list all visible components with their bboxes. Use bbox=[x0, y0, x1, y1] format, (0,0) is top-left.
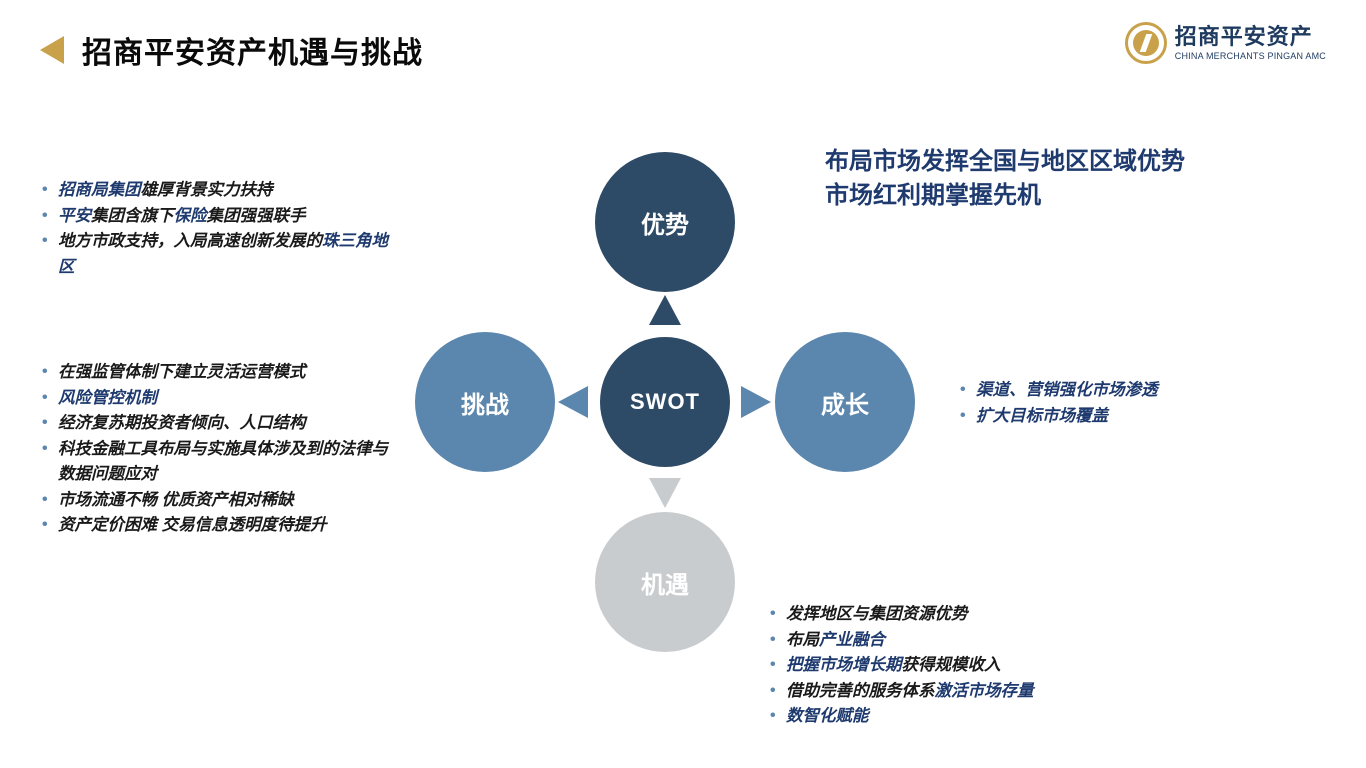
slide-title: 招商平安资产机遇与挑战 bbox=[82, 28, 423, 72]
bullet-item: 经济复苏期投资者倾向、人口结构 bbox=[40, 411, 400, 437]
bullets-challenges: 在强监管体制下建立灵活运营模式风险管控机制经济复苏期投资者倾向、人口结构科技金融… bbox=[40, 360, 400, 539]
swot-node-right: 成长 bbox=[775, 332, 915, 472]
bullet-item: 在强监管体制下建立灵活运营模式 bbox=[40, 360, 400, 386]
arrow-up-icon bbox=[649, 295, 681, 325]
bullet-item: 发挥地区与集团资源优势 bbox=[768, 602, 1034, 628]
bullet-item: 科技金融工具布局与实施具体涉及到的法律与数据问题应对 bbox=[40, 437, 400, 488]
logo-text-en: CHINA MERCHANTS PINGAN AMC bbox=[1175, 51, 1326, 61]
bullet-item: 资产定价困难 交易信息透明度待提升 bbox=[40, 513, 400, 539]
bullet-item: 把握市场增长期获得规模收入 bbox=[768, 653, 1034, 679]
arrow-left-icon bbox=[558, 386, 588, 418]
bullet-item: 市场流通不畅 优质资产相对稀缺 bbox=[40, 488, 400, 514]
slide-header: 招商平安资产机遇与挑战 bbox=[40, 28, 423, 72]
bullet-item: 招商局集团雄厚背景实力扶持 bbox=[40, 178, 400, 204]
swot-node-center: SWOT bbox=[600, 337, 730, 467]
bullet-item: 借助完善的服务体系激活市场存量 bbox=[768, 679, 1034, 705]
bullet-item: 扩大目标市场覆盖 bbox=[958, 404, 1158, 430]
swot-diagram: 优势 成长 机遇 挑战 SWOT bbox=[395, 132, 935, 672]
arrow-down-icon bbox=[649, 478, 681, 508]
logo-mark-icon bbox=[1125, 22, 1167, 64]
bullets-opportunities: 发挥地区与集团资源优势布局产业融合把握市场增长期获得规模收入借助完善的服务体系激… bbox=[768, 602, 1034, 730]
bullet-item: 平安集团含旗下保险集团强强联手 bbox=[40, 204, 400, 230]
chevron-left-icon bbox=[40, 36, 64, 64]
bullets-strengths: 招商局集团雄厚背景实力扶持平安集团含旗下保险集团强强联手地方市政支持，入局高速创… bbox=[40, 178, 400, 280]
bullet-item: 风险管控机制 bbox=[40, 386, 400, 412]
swot-node-left: 挑战 bbox=[415, 332, 555, 472]
arrow-right-icon bbox=[741, 386, 771, 418]
bullet-item: 布局产业融合 bbox=[768, 628, 1034, 654]
bullets-growth: 渠道、营销强化市场渗透扩大目标市场覆盖 bbox=[958, 378, 1158, 429]
brand-logo: 招商平安资产 CHINA MERCHANTS PINGAN AMC bbox=[1125, 22, 1326, 64]
logo-text-zh: 招商平安资产 bbox=[1175, 26, 1326, 48]
swot-node-top: 优势 bbox=[595, 152, 735, 292]
bullet-item: 数智化赋能 bbox=[768, 704, 1034, 730]
bullet-item: 渠道、营销强化市场渗透 bbox=[958, 378, 1158, 404]
swot-node-bottom: 机遇 bbox=[595, 512, 735, 652]
bullet-item: 地方市政支持，入局高速创新发展的珠三角地区 bbox=[40, 229, 400, 280]
